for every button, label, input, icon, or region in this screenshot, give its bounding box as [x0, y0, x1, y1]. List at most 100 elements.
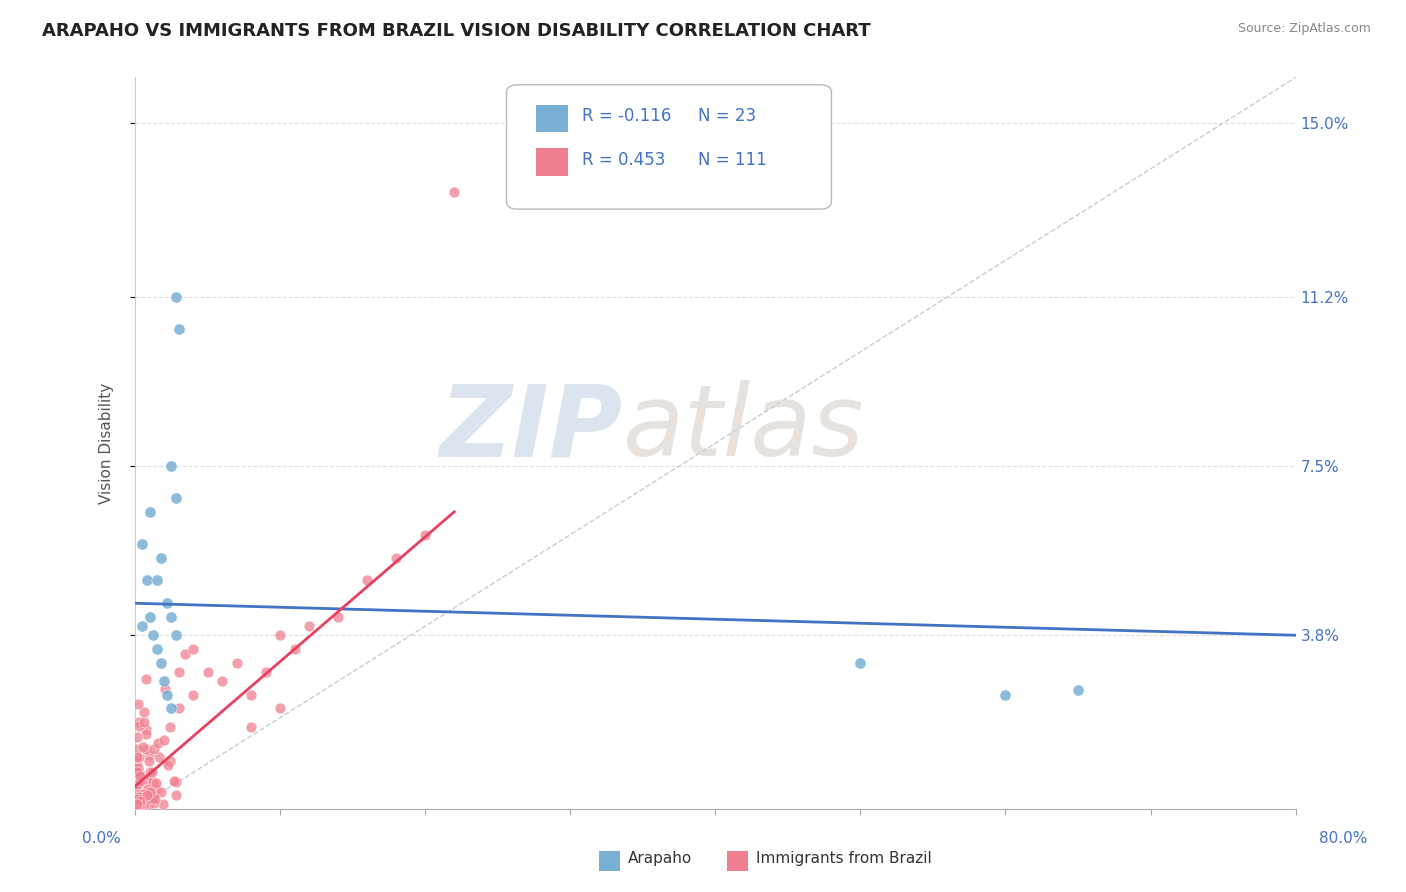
- Point: [135, 741, 157, 756]
- Point: [132, 739, 155, 754]
- Point: [181, 642, 204, 657]
- Point: [165, 788, 187, 802]
- Point: [125, 756, 148, 771]
- Point: [128, 750, 150, 764]
- Text: 80.0%: 80.0%: [1319, 831, 1367, 846]
- Point: [134, 714, 156, 729]
- Point: [443, 185, 465, 199]
- Point: [146, 574, 169, 588]
- Point: [413, 527, 436, 541]
- Point: [174, 647, 197, 661]
- Point: [138, 505, 160, 519]
- Point: [145, 776, 167, 790]
- Point: [138, 797, 160, 812]
- Point: [125, 794, 148, 808]
- Point: [146, 642, 169, 657]
- Point: [132, 705, 155, 719]
- Point: [127, 797, 149, 812]
- Point: [135, 574, 157, 588]
- Point: [125, 792, 148, 806]
- Point: [127, 761, 149, 775]
- Point: [165, 628, 187, 642]
- Point: [165, 491, 187, 505]
- Point: [125, 730, 148, 744]
- Text: Immigrants from Brazil: Immigrants from Brazil: [756, 851, 932, 866]
- Point: [125, 797, 148, 812]
- Point: [156, 757, 179, 772]
- Point: [167, 701, 190, 715]
- Point: [142, 628, 165, 642]
- Text: R = -0.116: R = -0.116: [582, 107, 671, 125]
- Point: [385, 550, 408, 565]
- Point: [129, 797, 152, 812]
- Text: ARAPAHO VS IMMIGRANTS FROM BRAZIL VISION DISABILITY CORRELATION CHART: ARAPAHO VS IMMIGRANTS FROM BRAZIL VISION…: [42, 22, 870, 40]
- Point: [138, 748, 160, 763]
- Point: [143, 741, 166, 756]
- Text: 0.0%: 0.0%: [82, 831, 121, 846]
- Point: [225, 656, 247, 670]
- FancyBboxPatch shape: [536, 148, 568, 177]
- FancyBboxPatch shape: [599, 851, 620, 871]
- Point: [849, 656, 872, 670]
- Point: [135, 722, 157, 736]
- Point: [134, 787, 156, 801]
- Point: [153, 681, 176, 696]
- Point: [129, 792, 152, 806]
- Point: [269, 701, 291, 715]
- FancyBboxPatch shape: [727, 851, 748, 871]
- Point: [163, 773, 186, 788]
- Point: [135, 791, 157, 805]
- Point: [143, 792, 166, 806]
- Point: [150, 785, 173, 799]
- Point: [129, 788, 152, 802]
- Point: [240, 688, 263, 702]
- Point: [159, 754, 181, 768]
- Text: atlas: atlas: [623, 380, 865, 477]
- Point: [159, 720, 181, 734]
- Point: [125, 797, 148, 812]
- Point: [131, 797, 153, 812]
- Point: [125, 749, 148, 764]
- Point: [145, 781, 167, 796]
- Point: [141, 775, 163, 789]
- Point: [127, 777, 149, 791]
- Point: [167, 665, 190, 679]
- Point: [128, 714, 150, 729]
- Point: [165, 775, 187, 789]
- Point: [141, 765, 163, 780]
- Point: [125, 788, 148, 802]
- Point: [153, 733, 176, 747]
- Point: [269, 628, 291, 642]
- Point: [131, 776, 153, 790]
- Point: [125, 777, 148, 791]
- Point: [254, 665, 277, 679]
- Point: [132, 797, 155, 812]
- FancyBboxPatch shape: [536, 104, 568, 132]
- Point: [125, 791, 148, 805]
- Point: [160, 459, 183, 474]
- Point: [148, 736, 170, 750]
- Point: [128, 769, 150, 783]
- Point: [135, 772, 157, 786]
- Point: [284, 642, 307, 657]
- Point: [125, 777, 148, 791]
- Point: [125, 781, 148, 796]
- Text: N = 23: N = 23: [697, 107, 756, 125]
- Point: [156, 688, 179, 702]
- Point: [128, 776, 150, 790]
- Point: [148, 749, 170, 764]
- Point: [156, 596, 179, 610]
- Point: [127, 797, 149, 812]
- Point: [328, 610, 350, 624]
- Point: [127, 779, 149, 793]
- Point: [125, 765, 148, 780]
- Point: [138, 755, 160, 769]
- Point: [127, 796, 149, 810]
- Point: [356, 574, 378, 588]
- Point: [136, 782, 159, 797]
- Point: [129, 797, 152, 812]
- Point: [127, 698, 149, 712]
- Point: [197, 665, 219, 679]
- Point: [150, 656, 173, 670]
- Point: [139, 764, 162, 779]
